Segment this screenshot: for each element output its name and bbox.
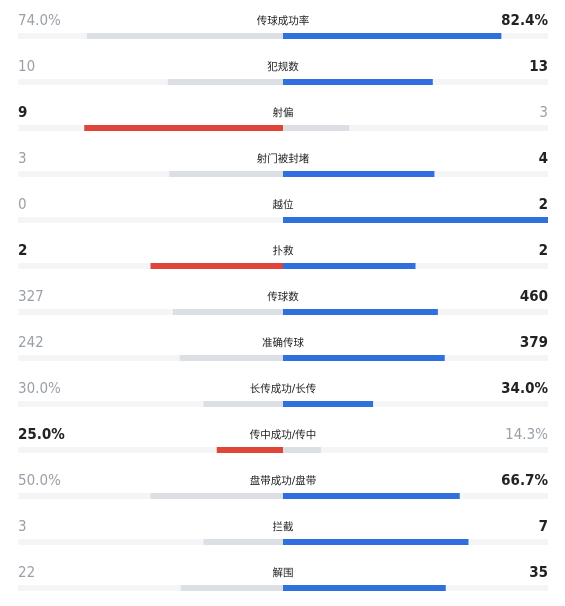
left-bar	[150, 263, 283, 269]
right-value: 4	[539, 149, 548, 167]
right-bar	[283, 401, 374, 407]
stat-label: 射偏	[273, 106, 294, 119]
right-value: 82.4%	[501, 11, 548, 29]
right-value: 34.0%	[501, 379, 548, 397]
right-bar	[283, 217, 548, 223]
left-value: 25.0%	[18, 425, 65, 443]
right-value: 13	[529, 57, 548, 75]
stat-label: 射门被封堵	[257, 152, 310, 165]
left-bar	[172, 309, 283, 315]
left-value: 3	[18, 149, 27, 167]
right-value: 7	[539, 517, 548, 535]
stat-label: 长传成功/长传	[250, 383, 317, 395]
right-value: 460	[520, 287, 548, 305]
left-bar	[169, 171, 283, 177]
left-bar	[203, 401, 283, 407]
right-bar	[283, 585, 446, 591]
left-value: 22	[18, 563, 35, 581]
right-bar	[283, 309, 438, 315]
stat-label: 解围	[273, 566, 294, 579]
left-value: 50.0%	[18, 471, 61, 489]
right-bar	[283, 447, 321, 453]
stat-label: 准确传球	[262, 336, 304, 349]
right-value: 3	[539, 103, 548, 121]
left-value: 3	[18, 517, 27, 535]
left-bar	[84, 125, 283, 131]
left-bar	[167, 79, 283, 85]
stat-label: 传球数	[267, 290, 299, 303]
left-value: 2	[18, 241, 27, 259]
right-value: 66.7%	[501, 471, 548, 489]
stat-label: 扑救	[273, 244, 294, 257]
right-value: 35	[529, 563, 548, 581]
left-bar	[179, 355, 283, 361]
left-value: 74.0%	[18, 11, 61, 29]
right-bar	[283, 33, 502, 39]
left-value: 242	[18, 333, 44, 351]
right-bar	[283, 493, 460, 499]
right-value: 2	[539, 241, 548, 259]
left-value: 10	[18, 57, 35, 75]
right-value: 2	[539, 195, 548, 213]
stat-label: 犯规数	[267, 60, 299, 73]
left-bar	[180, 585, 283, 591]
right-bar	[283, 355, 445, 361]
right-bar	[283, 171, 435, 177]
left-bar	[216, 447, 283, 453]
left-value: 327	[18, 287, 44, 305]
right-bar	[283, 79, 433, 85]
right-value: 379	[520, 333, 548, 351]
left-value: 0	[18, 195, 27, 213]
stat-label: 拦截	[273, 520, 294, 533]
stat-label: 盘带成功/盘带	[250, 474, 317, 487]
stat-label: 传球成功率	[257, 14, 310, 27]
right-bar	[283, 263, 416, 269]
right-bar	[283, 125, 350, 131]
right-bar	[283, 539, 469, 545]
left-bar	[203, 539, 283, 545]
left-value: 30.0%	[18, 379, 61, 397]
left-bar	[86, 33, 284, 39]
left-bar	[150, 493, 283, 499]
stat-label: 越位	[273, 198, 294, 211]
stat-label: 传中成功/传中	[250, 428, 317, 441]
left-value: 9	[18, 103, 27, 121]
right-value: 14.3%	[505, 425, 548, 443]
